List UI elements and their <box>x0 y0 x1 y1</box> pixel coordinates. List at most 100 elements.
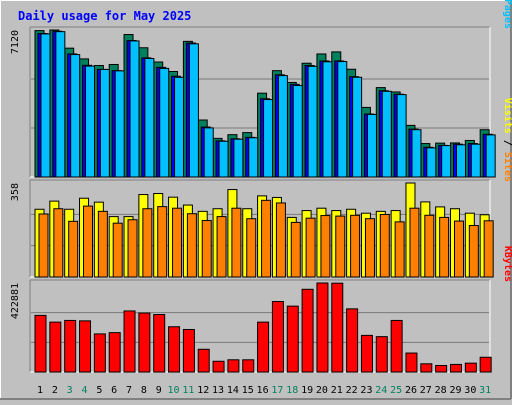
panel-hits-files-pages: 7120 Hits / Files / Pages <box>10 0 512 178</box>
bar-kbytes-day-19 <box>301 288 314 373</box>
bar-pages-day-21 <box>337 61 348 178</box>
bar-sites-day-10 <box>172 207 183 278</box>
bar-kbytes-day-24 <box>375 336 388 373</box>
bar-pages-day-16 <box>263 99 274 178</box>
bar-kbytes-day-21 <box>331 282 344 373</box>
bar-pages-day-25 <box>396 94 407 178</box>
day-label: 20 <box>316 385 328 396</box>
bar-sites-day-1 <box>38 213 49 278</box>
bar-pages-day-2 <box>55 31 66 178</box>
bar-kbytes-day-20 <box>316 282 329 373</box>
bar-pages-day-13 <box>218 140 229 178</box>
bar-pages-day-5 <box>99 68 110 178</box>
bar-kbytes-day-3 <box>64 319 77 373</box>
day-label: 16 <box>257 385 269 396</box>
bar-kbytes-day-8 <box>138 312 151 373</box>
bar-sites-day-2 <box>53 208 64 278</box>
bar-sites-day-16 <box>261 199 272 278</box>
bar-kbytes-day-5 <box>93 333 106 373</box>
day-label: 3 <box>67 385 73 396</box>
axis-title-part: Pages <box>502 0 512 29</box>
day-label: 14 <box>227 385 239 396</box>
bar-pages-day-31 <box>485 134 496 178</box>
bar-pages-day-12 <box>203 127 214 178</box>
bar-pages-day-11 <box>188 43 199 178</box>
day-label: 31 <box>479 385 491 396</box>
day-label: 25 <box>390 385 402 396</box>
axis-title-part: KBytes <box>502 246 512 282</box>
axis-title-part: / <box>502 134 512 152</box>
bar-pages-day-8 <box>144 57 155 178</box>
day-label: 15 <box>242 385 254 396</box>
day-label: 24 <box>375 385 387 396</box>
bar-kbytes-day-29 <box>449 363 462 373</box>
bar-pages-day-29 <box>455 144 466 178</box>
bar-kbytes-day-1 <box>34 314 47 373</box>
bar-kbytes-day-13 <box>212 360 225 373</box>
bar-sites-day-26 <box>409 207 420 278</box>
bar-sites-day-4 <box>83 205 94 278</box>
day-label: 19 <box>301 385 313 396</box>
bar-pages-day-9 <box>159 67 170 178</box>
y-max-label: 7120 <box>10 30 21 54</box>
day-label: 22 <box>346 385 358 396</box>
bar-sites-day-28 <box>439 216 450 278</box>
bar-sites-day-18 <box>290 221 301 278</box>
bar-kbytes-day-16 <box>257 321 270 373</box>
bar-pages-day-27 <box>426 147 437 178</box>
bar-kbytes-day-31 <box>479 356 492 373</box>
day-axis-labels: 1 2 3 4 5 6 7 8 9 10 11 12 13 14 15 16 17 18 19 20 21 22 23 24 2… <box>37 385 491 396</box>
day-label: 27 <box>420 385 432 396</box>
bar-pages-day-19 <box>307 65 318 178</box>
bar-kbytes-day-11 <box>182 328 195 373</box>
panel-kbytes: 422881 KBytes <box>10 246 512 373</box>
bar-pages-day-24 <box>381 90 392 178</box>
bar-sites-day-24 <box>379 214 390 278</box>
bar-pages-day-14 <box>233 138 244 178</box>
bar-sites-day-8 <box>142 208 153 278</box>
axis-title: KBytes <box>502 246 512 282</box>
axis-title-part: Visits <box>502 98 512 134</box>
bar-sites-day-6 <box>112 222 123 278</box>
bar-sites-day-20 <box>320 215 331 278</box>
day-label: 7 <box>126 385 132 396</box>
bar-sites-day-14 <box>231 207 242 278</box>
bar-pages-day-1 <box>40 33 51 178</box>
bar-sites-day-19 <box>305 217 316 278</box>
bar-sites-day-30 <box>468 225 479 278</box>
bar-kbytes-day-6 <box>108 332 121 373</box>
axis-title: Hits / Files / Pages <box>502 0 512 29</box>
bar-sites-day-9 <box>157 206 168 278</box>
bar-pages-day-26 <box>411 129 422 178</box>
day-label: 13 <box>212 385 224 396</box>
day-label: 21 <box>331 385 343 396</box>
bar-kbytes-day-26 <box>405 352 418 373</box>
day-label: 30 <box>464 385 476 396</box>
day-label: 5 <box>96 385 102 396</box>
day-label: 12 <box>197 385 209 396</box>
bar-sites-day-22 <box>350 214 361 278</box>
bar-pages-day-22 <box>352 76 363 178</box>
axis-title: Visits / Sites <box>502 98 512 182</box>
day-label: 26 <box>405 385 417 396</box>
bar-kbytes-day-18 <box>286 305 299 373</box>
bar-kbytes-day-30 <box>464 362 477 373</box>
day-label: 29 <box>449 385 461 396</box>
bar-kbytes-day-25 <box>390 319 403 373</box>
bar-sites-day-3 <box>68 220 79 278</box>
bar-pages-day-17 <box>277 75 288 178</box>
chart-panels: 7120 Hits / Files / Pages 358 Visits / Site… <box>10 0 512 373</box>
bar-pages-day-6 <box>114 70 125 178</box>
axis-title-part: Sites <box>502 152 512 182</box>
bar-sites-day-23 <box>364 218 375 278</box>
bar-kbytes-day-14 <box>227 359 240 373</box>
bar-pages-day-3 <box>70 54 81 178</box>
bar-sites-day-7 <box>127 219 138 278</box>
bar-sites-day-31 <box>483 220 494 278</box>
day-label: 9 <box>156 385 162 396</box>
bar-pages-day-30 <box>470 143 481 178</box>
panel-visits-sites: 358 Visits / Sites <box>10 98 512 278</box>
bar-kbytes-day-12 <box>197 348 210 373</box>
day-label: 11 <box>182 385 194 396</box>
